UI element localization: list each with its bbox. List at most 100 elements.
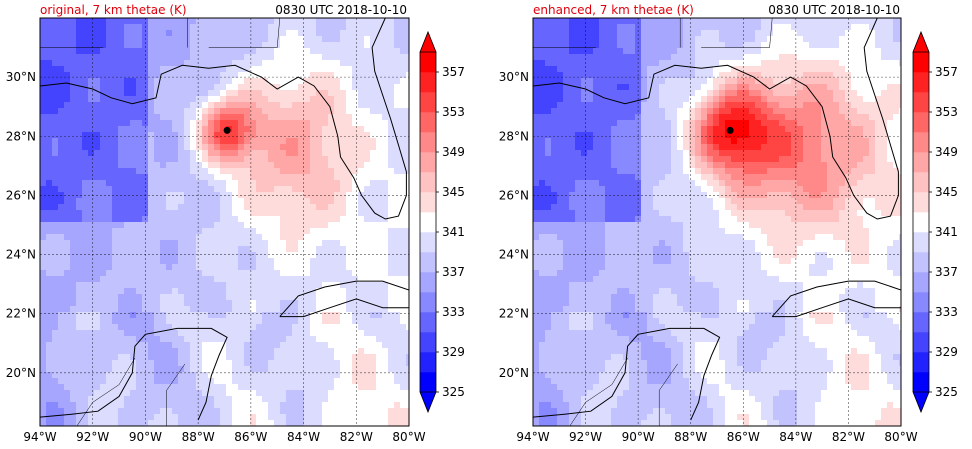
- field-cell: [136, 300, 143, 307]
- field-cell: [232, 354, 239, 361]
- field-cell: [394, 66, 401, 73]
- field-cell: [298, 222, 305, 229]
- field-cell: [388, 30, 395, 37]
- field-cell: [304, 408, 311, 415]
- field-cell: [551, 66, 558, 73]
- field-cell: [298, 210, 305, 217]
- field-cell: [388, 48, 395, 55]
- field-cell: [130, 108, 137, 115]
- field-cell: [767, 54, 774, 61]
- field-cell: [286, 324, 293, 331]
- field-cell: [118, 198, 125, 205]
- field-cell: [346, 18, 353, 25]
- field-cell: [755, 60, 762, 67]
- field-cell: [539, 78, 546, 85]
- field-cell: [52, 342, 59, 349]
- field-cell: [382, 198, 389, 205]
- field-cell: [166, 312, 173, 319]
- field-cell: [328, 150, 335, 157]
- field-cell: [382, 210, 389, 217]
- field-cell: [40, 48, 47, 55]
- field-cell: [112, 90, 119, 97]
- field-cell: [136, 36, 143, 43]
- field-cell: [388, 210, 395, 217]
- field-cell: [340, 144, 347, 151]
- field-cell: [785, 48, 792, 55]
- field-cell: [533, 66, 540, 73]
- field-cell: [545, 30, 552, 37]
- field-cell: [268, 156, 275, 163]
- field-cell: [268, 408, 275, 415]
- field-cell: [346, 42, 353, 49]
- field-cell: [304, 132, 311, 139]
- field-cell: [220, 336, 227, 343]
- field-cell: [172, 144, 179, 151]
- field-cell: [737, 42, 744, 49]
- field-cell: [695, 72, 702, 79]
- field-cell: [292, 48, 299, 55]
- field-cell: [575, 78, 582, 85]
- field-cell: [280, 198, 287, 205]
- field-cell: [370, 84, 377, 91]
- field-cell: [76, 228, 83, 235]
- field-cell: [148, 234, 155, 241]
- field-cell: [280, 408, 287, 415]
- field-cell: [304, 144, 311, 151]
- field-cell: [94, 366, 101, 373]
- field-cell: [545, 72, 552, 79]
- field-cell: [52, 384, 59, 391]
- field-cell: [737, 78, 744, 85]
- field-cell: [124, 150, 131, 157]
- field-cell: [106, 420, 113, 426]
- field-cell: [274, 306, 281, 313]
- field-cell: [58, 408, 65, 415]
- field-cell: [166, 138, 173, 145]
- field-cell: [394, 300, 401, 307]
- field-cell: [653, 18, 660, 25]
- field-cell: [196, 60, 203, 67]
- field-cell: [178, 108, 185, 115]
- field-cell: [46, 66, 53, 73]
- field-cell: [316, 294, 323, 301]
- field-cell: [58, 264, 65, 271]
- field-cell: [130, 150, 137, 157]
- field-cell: [100, 354, 107, 361]
- field-cell: [70, 414, 77, 421]
- coastline: [40, 327, 228, 421]
- field-cell: [112, 270, 119, 277]
- field-cell: [244, 138, 251, 145]
- field-cell: [298, 318, 305, 325]
- field-cell: [280, 318, 287, 325]
- field-cell: [256, 180, 263, 187]
- field-cell: [863, 72, 870, 79]
- field-cell: [52, 390, 59, 397]
- field-cell: [268, 210, 275, 217]
- field-cell: [376, 246, 383, 253]
- field-cell: [88, 252, 95, 259]
- field-cell: [376, 168, 383, 175]
- field-cell: [100, 96, 107, 103]
- field-cell: [256, 258, 263, 265]
- field-cell: [364, 54, 371, 61]
- x-tick-label: 92°W: [76, 430, 109, 444]
- field-cell: [196, 240, 203, 247]
- field-cell: [376, 120, 383, 127]
- field-cell: [617, 42, 624, 49]
- field-cell: [364, 306, 371, 313]
- field-cell: [208, 414, 215, 421]
- field-cell: [364, 252, 371, 259]
- field-cell: [64, 210, 71, 217]
- field-cell: [346, 330, 353, 337]
- field-cell: [310, 276, 317, 283]
- field-cell: [851, 78, 858, 85]
- field-cell: [316, 240, 323, 247]
- field-cell: [647, 66, 654, 73]
- field-cell: [899, 24, 901, 31]
- field-cell: [202, 336, 209, 343]
- field-cell: [112, 18, 119, 25]
- field-cell: [394, 288, 401, 295]
- field-cell: [232, 414, 239, 421]
- field-cell: [64, 372, 71, 379]
- field-cell: [256, 198, 263, 205]
- field-cell: [382, 30, 389, 37]
